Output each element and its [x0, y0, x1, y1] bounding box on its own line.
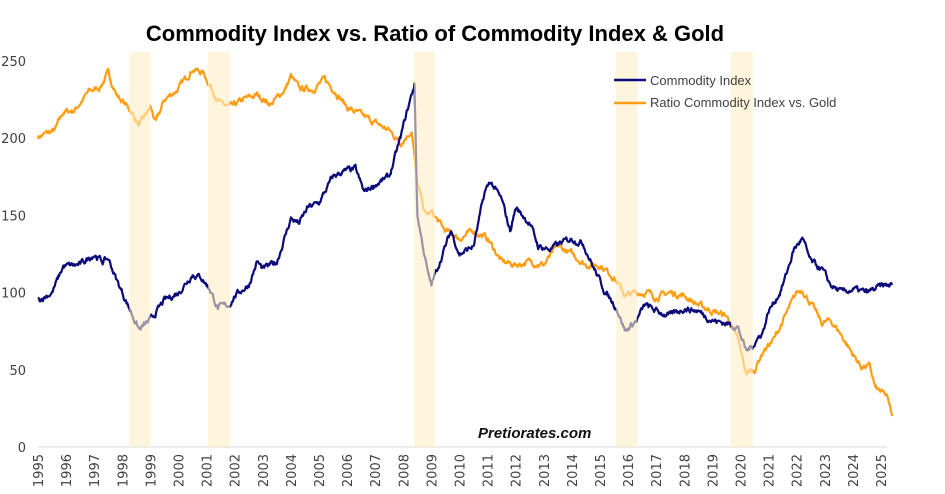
- x-tick-label: 2018: [678, 454, 693, 487]
- x-tick-label: 2014: [566, 454, 581, 487]
- x-axis: 1995 1996 1997 1998 1999 2000 2001 2002 2003 2004…: [32, 454, 890, 487]
- x-tick-label: 2011: [482, 454, 497, 487]
- x-tick-label: 2019: [706, 454, 721, 487]
- y-tick-label: 100: [1, 287, 26, 302]
- x-tick-label: 2022: [791, 454, 806, 487]
- x-tick-label: 2017: [650, 454, 665, 487]
- x-tick-label: 1999: [144, 454, 159, 487]
- x-tick-label: 1997: [88, 454, 103, 487]
- shaded-period: [730, 52, 753, 447]
- x-tick-label: 2007: [369, 454, 384, 487]
- shaded-period: [129, 52, 151, 447]
- x-tick-label: 2025: [875, 454, 890, 487]
- x-tick-label: 2013: [538, 454, 553, 487]
- shaded-period: [413, 52, 436, 447]
- watermark: Pretiorates.com: [478, 425, 591, 442]
- x-tick-label: 2020: [735, 454, 750, 487]
- y-tick-label: 0: [18, 441, 26, 456]
- x-tick-label: 2015: [594, 454, 609, 487]
- legend: Commodity Index Ratio Commodity Index vs…: [614, 73, 836, 110]
- y-tick-label: 250: [1, 55, 26, 70]
- series-line-commodity-index: [37, 82, 894, 352]
- x-tick-label: 2012: [510, 454, 525, 487]
- x-tick-label: 2002: [229, 454, 244, 487]
- x-tick-label: 2010: [454, 454, 469, 487]
- x-tick-label: 1998: [116, 454, 131, 487]
- shaded-periods: [129, 52, 753, 447]
- x-tick-label: 2024: [847, 454, 862, 487]
- chart-title: Commodity Index vs. Ratio of Commodity I…: [146, 21, 724, 46]
- y-axis: 0 50 100 150 200 250: [1, 55, 26, 456]
- x-tick-label: 2021: [763, 454, 778, 487]
- series-line-ratio: [36, 67, 894, 417]
- shaded-period: [208, 52, 230, 447]
- x-tick-label: 2006: [341, 454, 356, 487]
- legend-label-commodity-index: Commodity Index: [650, 73, 752, 88]
- x-tick-label: 2023: [819, 454, 834, 487]
- x-tick-label: 2003: [257, 454, 272, 487]
- legend-label-ratio: Ratio Commodity Index vs. Gold: [650, 95, 836, 110]
- x-tick-label: 2005: [313, 454, 328, 487]
- series-lines: [36, 67, 894, 417]
- x-tick-label: 1996: [60, 454, 75, 487]
- y-tick-label: 150: [1, 209, 26, 224]
- x-tick-label: 2001: [201, 454, 216, 487]
- x-tick-label: 2016: [622, 454, 637, 487]
- x-tick-label: 2008: [397, 454, 412, 487]
- x-tick-label: 2009: [425, 454, 440, 487]
- x-tick-label: 2004: [285, 454, 300, 487]
- x-tick-label: 1995: [32, 454, 47, 487]
- x-tick-label: 2000: [173, 454, 188, 487]
- y-tick-label: 50: [9, 364, 26, 379]
- y-tick-label: 200: [1, 132, 26, 147]
- shaded-period: [616, 52, 638, 447]
